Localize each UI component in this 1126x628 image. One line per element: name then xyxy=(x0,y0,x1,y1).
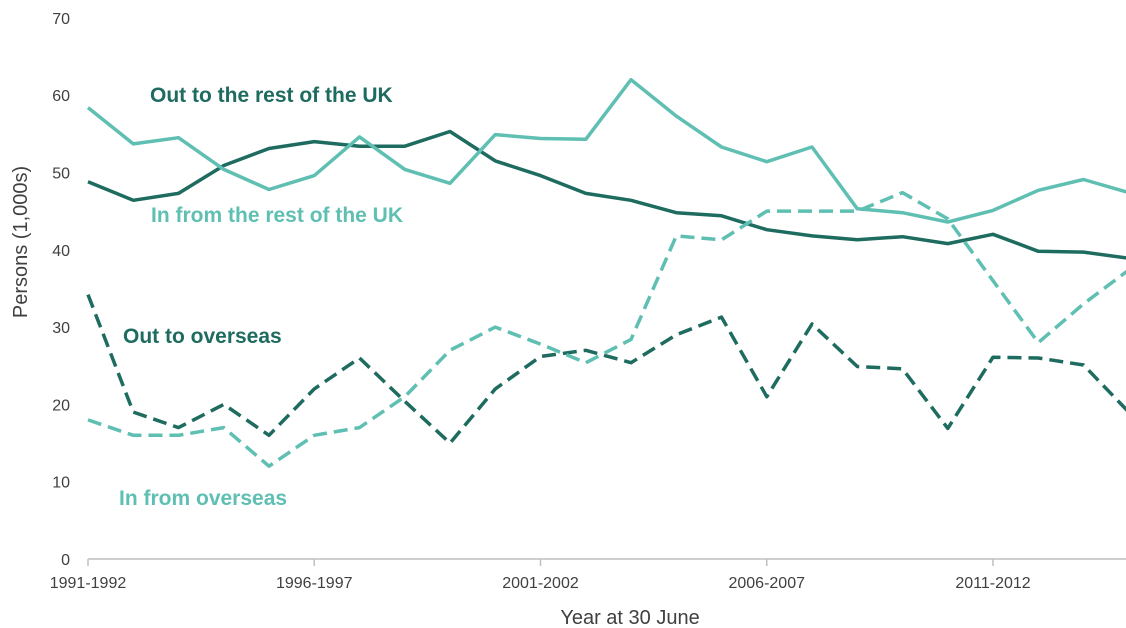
series-label-in-from-overseas: In from overseas xyxy=(119,487,287,510)
y-tick-label: 40 xyxy=(52,243,70,260)
series-line-3 xyxy=(86,293,1126,445)
y-axis-ticks: 0 10 20 30 40 50 60 70 xyxy=(52,11,70,569)
y-axis-title: Persons (1,000s) xyxy=(10,166,32,318)
series-label-out-to-overseas: Out to overseas xyxy=(123,325,282,348)
y-tick-label: 70 xyxy=(52,11,70,28)
series-line-1 xyxy=(87,129,1126,260)
x-axis-ticks: 1991-1992 1996-1997 2001-2002 2006-2007 2011… xyxy=(50,559,1031,592)
x-axis-title: Year at 30 June xyxy=(560,607,699,628)
y-tick-label: 10 xyxy=(52,475,70,492)
series-label-out-to-rest-of-uk: Out to the rest of the UK xyxy=(150,84,393,107)
series-label-in-from-rest-of-uk: In from the rest of the UK xyxy=(151,204,403,227)
x-tick-label: 1996-1997 xyxy=(276,575,353,592)
y-tick-label: 60 xyxy=(52,88,70,105)
x-tick-label: 1991-1992 xyxy=(50,575,127,592)
series-line-2 xyxy=(86,77,1126,224)
y-tick-label: 0 xyxy=(61,552,70,569)
x-tick-label: 2011-2012 xyxy=(955,575,1030,592)
x-tick-label: 2001-2002 xyxy=(502,575,579,592)
series-layer xyxy=(86,77,1126,468)
y-tick-label: 20 xyxy=(52,397,70,414)
series-line-4 xyxy=(87,190,1126,468)
y-tick-label: 30 xyxy=(52,320,70,337)
y-tick-label: 50 xyxy=(52,166,70,183)
x-tick-label: 2006-2007 xyxy=(728,575,805,592)
